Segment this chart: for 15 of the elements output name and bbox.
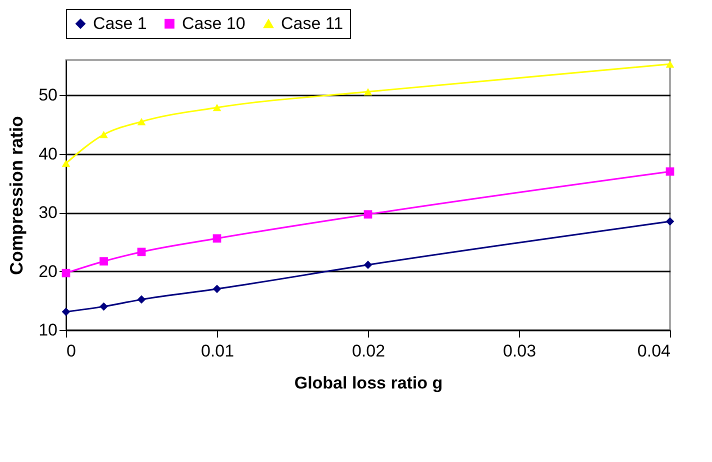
y-tick-label: 10 xyxy=(38,320,58,340)
legend-label: Case 1 xyxy=(93,14,147,33)
x-tick-label: 0.01 xyxy=(200,342,234,360)
legend-label: Case 11 xyxy=(281,14,344,33)
x-axis-title: Global loss ratio g xyxy=(294,374,443,392)
y-tick-label: 30 xyxy=(38,203,58,222)
x-tick-label: 0.02 xyxy=(352,342,386,360)
legend-label: Case 10 xyxy=(182,14,246,33)
x-tick-label: 0.03 xyxy=(502,342,536,360)
y-axis-title: Compression ratio xyxy=(6,116,27,276)
x-tick-label: 0 xyxy=(66,342,76,360)
y-tick-label: 40 xyxy=(38,144,58,164)
y-tick-label: 50 xyxy=(38,86,58,105)
x-tick-label: 0.04 xyxy=(637,342,670,360)
y-tick-label: 20 xyxy=(38,262,58,281)
